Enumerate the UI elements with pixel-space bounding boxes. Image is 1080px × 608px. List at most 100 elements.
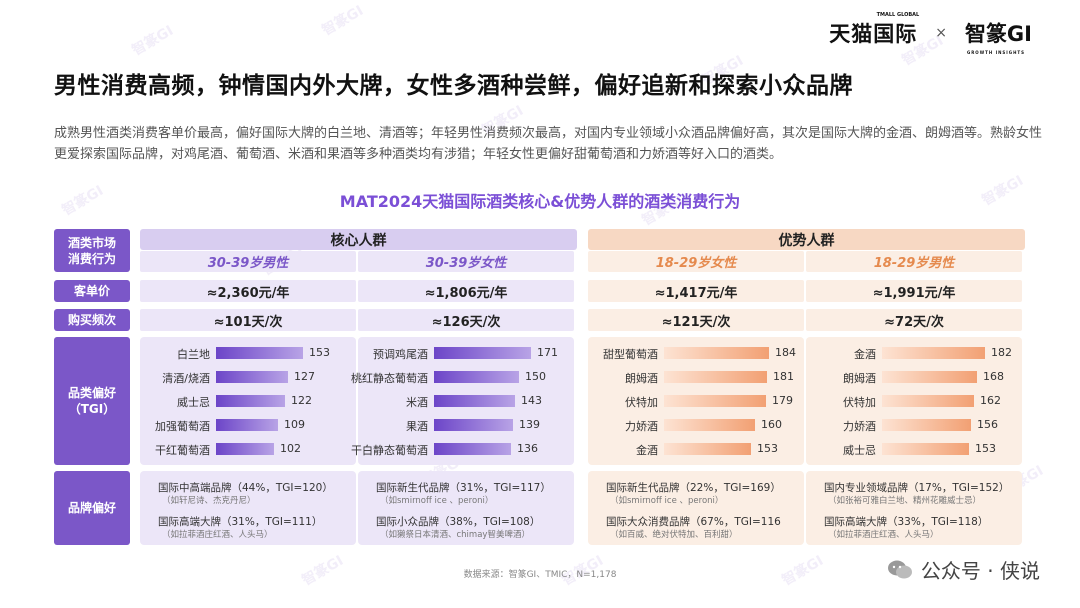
pref-label: 加强葡萄酒 <box>155 420 210 433</box>
pref-label: 力娇酒 <box>625 420 658 433</box>
pref-label: 朗姆酒 <box>625 372 658 385</box>
row-label-pref: 品类偏好 （TGI） <box>54 337 130 465</box>
pref-row: 干红葡萄酒 102 <box>140 440 356 458</box>
pref-label: 力娇酒 <box>843 420 876 433</box>
brand-line: 国际小众品牌（38%，TGI=108） <box>376 516 541 528</box>
brand-panel: 国际新生代品牌（22%，TGI=169） （如smirnoff ice 、pero… <box>588 471 804 545</box>
price-value: ≈2,360元/年 <box>140 280 356 302</box>
page-title: 男性消费高频，钟情国内外大牌，女性多酒种尝鲜，偏好追新和探索小众品牌 <box>54 73 853 99</box>
brand-line: 国际大众消费品牌（67%，TGI=116 <box>606 516 781 528</box>
pref-value: 122 <box>291 394 312 407</box>
brand-line: 国内专业领域品牌（17%，TGI=152） <box>824 482 1010 494</box>
pref-bar <box>434 443 511 455</box>
brand-panel: 国际新生代品牌（31%，TGI=117） （如smirnoff ice 、pero… <box>358 471 574 545</box>
table-title: MAT2024天猫国际酒类核心&优势人群的酒类消费行为 <box>339 192 741 211</box>
pref-row: 威士忌 153 <box>806 440 1022 458</box>
pref-row: 预调鸡尾酒 171 <box>358 344 574 362</box>
pref-value: 171 <box>537 346 558 359</box>
pref-label: 金酒 <box>636 444 658 457</box>
watermark-text: 智篆GI <box>319 2 367 39</box>
pref-bar <box>434 419 513 431</box>
price-value: ≈1,806元/年 <box>358 280 574 302</box>
brand-examples: （如拉菲酒庄红酒、人头马） <box>828 530 939 540</box>
pref-label: 预调鸡尾酒 <box>373 348 428 361</box>
pref-label: 威士忌 <box>843 444 876 457</box>
pref-panel: 金酒 182 朗姆酒 168 伏特加 162 力娇酒 156 威士忌 153 <box>806 337 1022 465</box>
brand-examples: （如smirnoff ice 、peroni） <box>380 496 494 506</box>
price-value: ≈1,991元/年 <box>806 280 1022 302</box>
pref-row: 金酒 153 <box>588 440 804 458</box>
pref-bar <box>664 347 769 359</box>
pref-value: 156 <box>977 418 998 431</box>
pref-label: 果酒 <box>406 420 428 433</box>
pref-value: 102 <box>280 442 301 455</box>
pref-row: 朗姆酒 181 <box>588 368 804 386</box>
pref-row: 力娇酒 156 <box>806 416 1022 434</box>
watermark-text: 智篆GI <box>129 22 177 59</box>
price-value: ≈1,417元/年 <box>588 280 804 302</box>
brand-line: 国际高端大牌（33%，TGI=118） <box>824 516 989 528</box>
pref-value: 143 <box>521 394 542 407</box>
pref-row: 朗姆酒 168 <box>806 368 1022 386</box>
brand-panel: 国内专业领域品牌（17%，TGI=152） （如张裕可雅白兰地、精州花雕威士忌） 国… <box>806 471 1022 545</box>
freq-value: ≈126天/次 <box>358 309 574 331</box>
brand-examples: （如百威、绝对伏特加、百利甜） <box>610 530 738 540</box>
pref-row: 力娇酒 160 <box>588 416 804 434</box>
logo-area: 天猫国际 TMALL GLOBAL × 智篆GI GROWTH INSIGHTS <box>829 12 1032 55</box>
brand-examples: （如smirnoff ice 、peroni） <box>610 496 724 506</box>
pref-value: 136 <box>517 442 538 455</box>
pref-row: 米酒 143 <box>358 392 574 410</box>
data-source: 数据来源：智篆GI、TMIC，N=1,178 <box>463 570 617 580</box>
pref-row: 清酒/烧酒 127 <box>140 368 356 386</box>
pref-label: 朗姆酒 <box>843 372 876 385</box>
pref-value: 179 <box>772 394 793 407</box>
pref-value: 160 <box>761 418 782 431</box>
pref-row: 金酒 182 <box>806 344 1022 362</box>
pref-bar <box>216 371 288 383</box>
brand-line: 国际新生代品牌（31%，TGI=117） <box>376 482 551 494</box>
pref-label: 干白静态葡萄酒 <box>351 444 428 457</box>
pref-value: 153 <box>309 346 330 359</box>
pref-label: 干红葡萄酒 <box>155 444 210 457</box>
pref-bar <box>882 395 974 407</box>
pref-panel: 甜型葡萄酒 184 朗姆酒 181 伏特加 179 力娇酒 160 金酒 153 <box>588 337 804 465</box>
pref-label: 甜型葡萄酒 <box>603 348 658 361</box>
pref-bar <box>216 395 285 407</box>
pref-value: 181 <box>773 370 794 383</box>
pref-bar <box>434 395 515 407</box>
pref-row: 甜型葡萄酒 184 <box>588 344 804 362</box>
times-icon: × <box>935 25 947 41</box>
pref-row: 伏特加 162 <box>806 392 1022 410</box>
pref-label: 金酒 <box>854 348 876 361</box>
pref-value: 162 <box>980 394 1001 407</box>
pref-bar <box>434 371 519 383</box>
pref-value: 168 <box>983 370 1004 383</box>
pref-bar <box>664 395 766 407</box>
freq-value: ≈101天/次 <box>140 309 356 331</box>
pref-value: 182 <box>991 346 1012 359</box>
pref-bar <box>216 443 274 455</box>
pref-value: 153 <box>975 442 996 455</box>
row-label-freq: 购买频次 <box>54 309 130 331</box>
pref-value: 153 <box>757 442 778 455</box>
group-header-advantage: 优势人群 <box>588 229 1025 250</box>
freq-value: ≈72天/次 <box>806 309 1022 331</box>
pref-bar <box>664 371 767 383</box>
pref-value: 109 <box>284 418 305 431</box>
brand-line: 国际高端大牌（31%，TGI=111） <box>158 516 323 528</box>
brand-examples: （如獭祭日本清酒、chimay智美啤酒） <box>380 530 530 540</box>
pref-bar <box>664 419 755 431</box>
segment-name: 30-39岁男性 <box>140 251 356 272</box>
pref-row: 果酒 139 <box>358 416 574 434</box>
zhuan-gi-logo: 智篆GI GROWTH INSIGHTS <box>965 18 1032 55</box>
tmall-logo-small: TMALL GLOBAL <box>876 12 920 18</box>
brand-line: 国际中高端品牌（44%，TGI=120） <box>158 482 333 494</box>
pref-value: 127 <box>294 370 315 383</box>
pref-row: 加强葡萄酒 109 <box>140 416 356 434</box>
brand-examples: （如轩尼诗、杰克丹尼） <box>162 496 256 506</box>
pref-row: 威士忌 122 <box>140 392 356 410</box>
tmall-global-logo: 天猫国际 TMALL GLOBAL <box>829 12 919 48</box>
pref-bar <box>882 419 971 431</box>
brand-line: 国际新生代品牌（22%，TGI=169） <box>606 482 781 494</box>
pref-panel: 白兰地 153 清酒/烧酒 127 威士忌 122 加强葡萄酒 109 干红葡萄酒 102 <box>140 337 356 465</box>
